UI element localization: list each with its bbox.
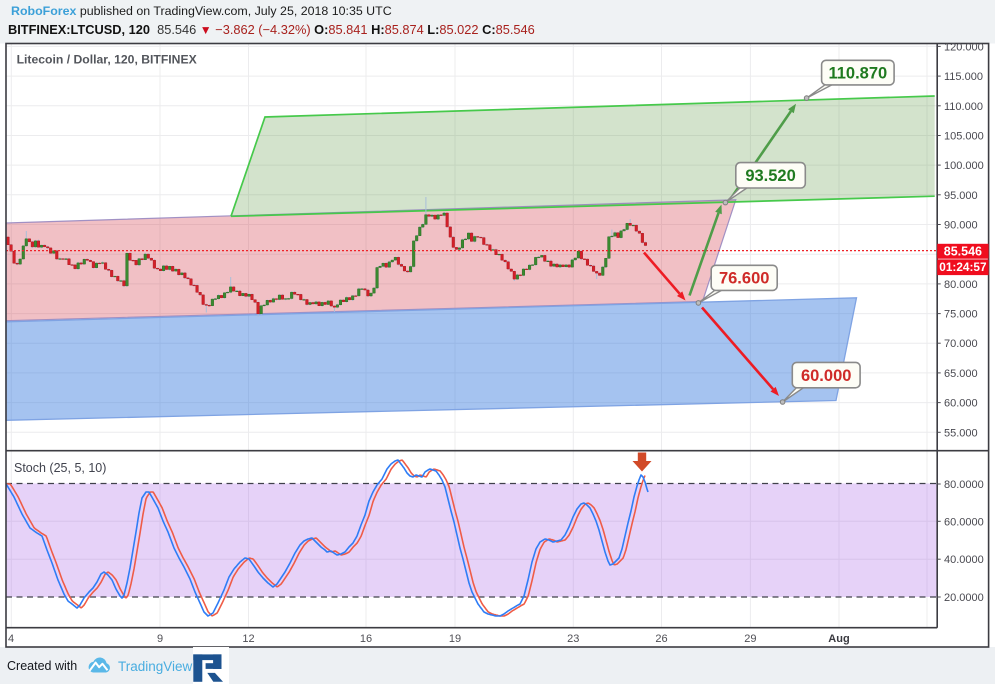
svg-text:80.000: 80.000 <box>944 279 978 291</box>
svg-text:55.000: 55.000 <box>944 427 978 439</box>
svg-text:Litecoin / Dollar, 120, BITFIN: Litecoin / Dollar, 120, BITFINEX <box>17 53 198 67</box>
svg-text:115.000: 115.000 <box>944 71 983 83</box>
svg-text:19: 19 <box>449 633 461 645</box>
svg-text:75.000: 75.000 <box>944 309 978 321</box>
svg-text:Aug: Aug <box>828 633 849 645</box>
svg-text:16: 16 <box>360 633 372 645</box>
svg-text:105.000: 105.000 <box>944 131 984 143</box>
svg-text:60.000: 60.000 <box>801 367 851 385</box>
svg-text:95.000: 95.000 <box>944 190 978 202</box>
svg-text:70.000: 70.000 <box>944 338 978 350</box>
svg-text:40.0000: 40.0000 <box>944 554 984 566</box>
svg-text:80.0000: 80.0000 <box>944 479 984 491</box>
svg-text:110.000: 110.000 <box>944 101 983 113</box>
svg-text:9: 9 <box>157 633 163 645</box>
svg-text:85.546: 85.546 <box>944 244 982 258</box>
svg-text:Stoch (25, 5, 10): Stoch (25, 5, 10) <box>14 461 106 475</box>
svg-text:60.000: 60.000 <box>944 398 978 410</box>
svg-text:20.0000: 20.0000 <box>944 592 984 604</box>
svg-text:60.0000: 60.0000 <box>944 516 984 528</box>
svg-text:23: 23 <box>567 633 579 645</box>
svg-text:65.000: 65.000 <box>944 368 978 380</box>
svg-text:120.000: 120.000 <box>944 41 984 53</box>
svg-text:100.000: 100.000 <box>944 160 984 172</box>
svg-text:90.000: 90.000 <box>944 220 978 232</box>
svg-text:93.520: 93.520 <box>745 167 795 185</box>
svg-text:4: 4 <box>8 633 14 645</box>
svg-text:110.870: 110.870 <box>828 64 887 82</box>
svg-text:01:24:57: 01:24:57 <box>939 260 987 274</box>
svg-text:76.600: 76.600 <box>719 270 769 288</box>
svg-text:26: 26 <box>655 633 667 645</box>
svg-text:29: 29 <box>744 633 756 645</box>
svg-text:12: 12 <box>242 633 254 645</box>
